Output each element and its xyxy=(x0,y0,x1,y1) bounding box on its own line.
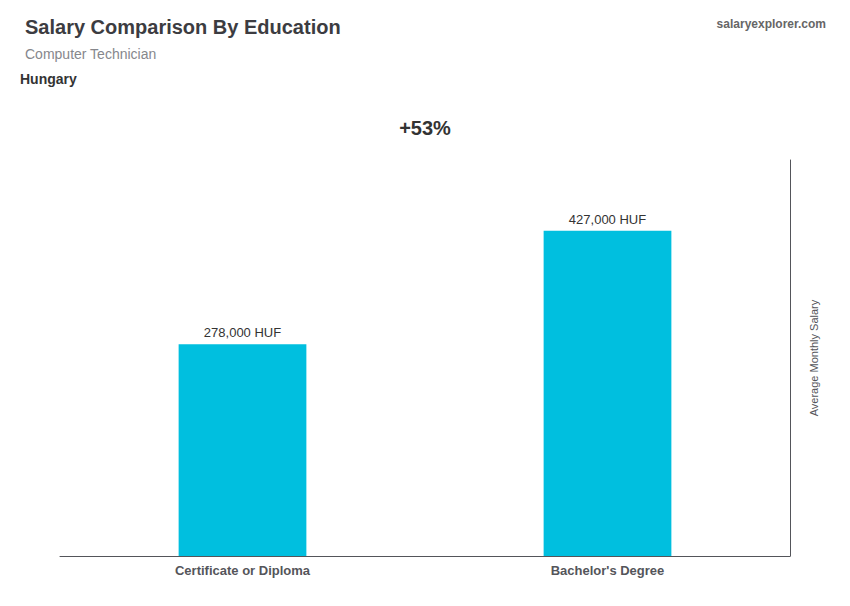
svg-text:Salary Comparison By Education: Salary Comparison By Education xyxy=(25,16,341,38)
svg-text:salaryexplorer.com: salaryexplorer.com xyxy=(717,17,826,31)
svg-text:Certificate or Diploma: Certificate or Diploma xyxy=(175,563,311,578)
svg-text:278,000 HUF: 278,000 HUF xyxy=(204,325,281,340)
svg-text:Hungary: Hungary xyxy=(20,71,77,87)
svg-text:Computer Technician: Computer Technician xyxy=(25,46,156,62)
svg-text:Bachelor's Degree: Bachelor's Degree xyxy=(551,563,665,578)
svg-text:Average Monthly Salary: Average Monthly Salary xyxy=(808,299,820,416)
svg-text:+53%: +53% xyxy=(399,117,451,139)
svg-text:427,000 HUF: 427,000 HUF xyxy=(569,212,646,227)
